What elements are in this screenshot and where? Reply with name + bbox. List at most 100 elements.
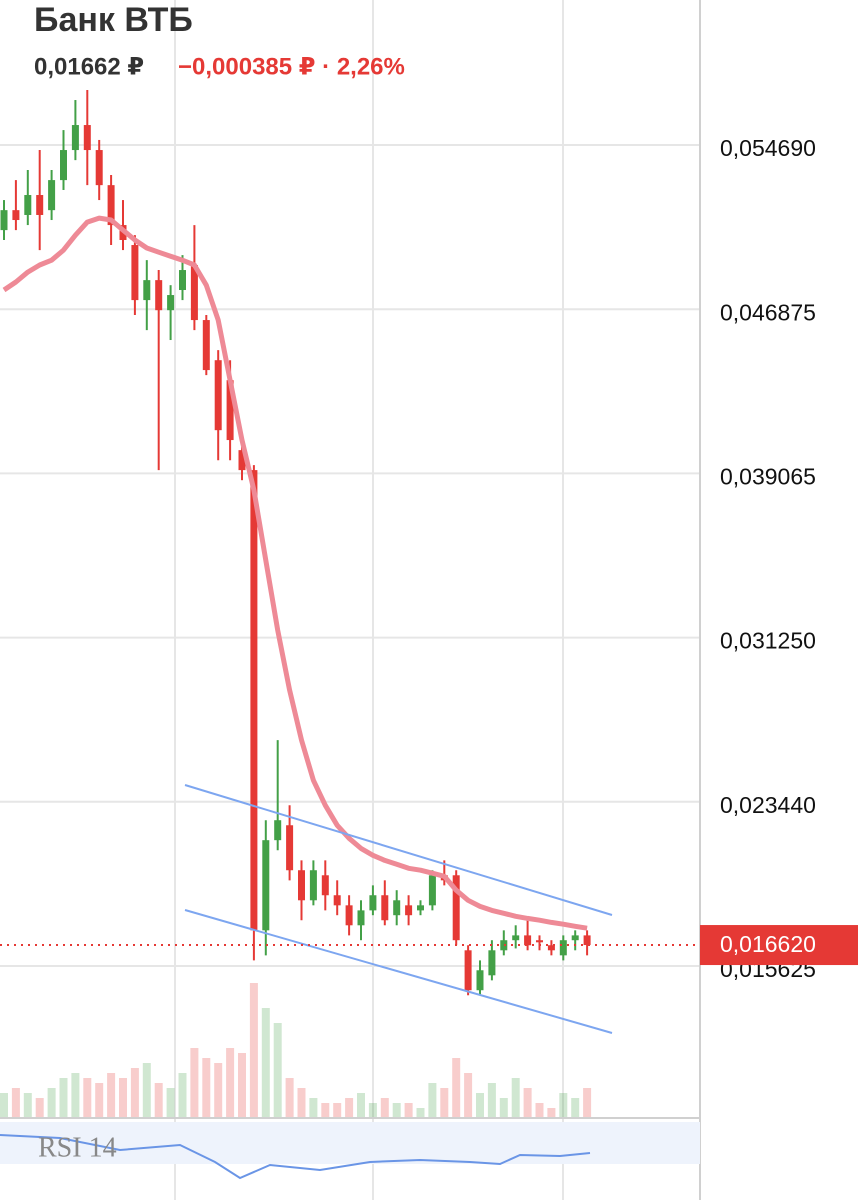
candle-body xyxy=(500,940,508,951)
volume-bar xyxy=(380,1098,389,1118)
candle-body xyxy=(12,210,20,221)
volume-bar xyxy=(130,1068,139,1118)
volume-bar xyxy=(119,1078,127,1118)
candle-body xyxy=(357,910,365,926)
volume-bar xyxy=(238,1053,246,1118)
volume-bar xyxy=(511,1078,520,1118)
candle-body xyxy=(24,195,32,215)
candle-body xyxy=(381,895,389,921)
volume-bar xyxy=(35,1098,44,1118)
moving-average xyxy=(2,215,588,931)
volume-bar xyxy=(416,1108,425,1118)
y-tick-label: 0,039065 xyxy=(720,463,816,489)
candle-body xyxy=(0,210,8,231)
y-tick-label: 0,054690 xyxy=(720,135,816,161)
volume-bar xyxy=(178,1073,187,1118)
volume-bar xyxy=(499,1098,508,1118)
candle-body xyxy=(95,150,103,186)
candle-body xyxy=(583,935,591,946)
volume-bar xyxy=(166,1088,175,1118)
volume-bar xyxy=(214,1063,223,1118)
volume-bar xyxy=(190,1048,199,1118)
volume-bar xyxy=(297,1088,306,1118)
volume-bar xyxy=(571,1098,580,1118)
candle-body xyxy=(155,280,163,311)
volume-bar xyxy=(523,1088,532,1118)
candle-body xyxy=(60,150,67,181)
volume-bar xyxy=(345,1098,354,1118)
candle-body xyxy=(286,825,294,871)
candle-body xyxy=(452,875,460,941)
volume-bar xyxy=(464,1073,473,1118)
candle-body xyxy=(464,950,472,991)
volume-bar xyxy=(428,1083,437,1118)
candle-body xyxy=(143,280,151,301)
candle-body xyxy=(190,264,198,321)
volume-bar xyxy=(202,1058,211,1118)
candle-body xyxy=(524,935,532,946)
candle-body xyxy=(536,940,543,943)
candle-body xyxy=(559,940,567,956)
candle-body xyxy=(547,945,555,951)
candle-body xyxy=(107,185,115,226)
volume-bar xyxy=(487,1083,496,1118)
candle-body xyxy=(274,820,282,841)
volume-bar xyxy=(249,983,258,1118)
y-tick-label: 0,023440 xyxy=(720,792,816,818)
volume-bar xyxy=(226,1048,235,1118)
candles xyxy=(0,89,591,996)
candle-body xyxy=(417,905,424,911)
volume-bar xyxy=(476,1093,484,1118)
volume-bar xyxy=(95,1083,104,1118)
candle-body xyxy=(167,295,175,311)
title: Банк ВТБ xyxy=(34,1,193,39)
rsi-band xyxy=(0,1122,700,1164)
grid xyxy=(0,144,700,967)
candle-body xyxy=(48,180,56,211)
volume-bar xyxy=(368,1103,377,1118)
candle-body xyxy=(393,900,401,916)
candle-body xyxy=(238,450,246,471)
volume-bar xyxy=(154,1083,163,1118)
candle-body xyxy=(333,895,341,906)
candle-body xyxy=(428,875,436,906)
volume-bar xyxy=(0,1093,8,1118)
volume-bar xyxy=(404,1103,413,1118)
volume-bar xyxy=(333,1103,342,1118)
candle-body xyxy=(321,875,329,896)
candle-body xyxy=(571,935,579,941)
volume-bar xyxy=(285,1078,294,1118)
volume-bar xyxy=(23,1093,32,1118)
last-price-label: 0,016620 xyxy=(720,931,816,957)
change: −0,000385 ₽ · 2,26% xyxy=(178,53,405,80)
volume-bar xyxy=(273,1023,282,1118)
volume-bar xyxy=(440,1088,449,1118)
rsi-line xyxy=(0,1134,591,1180)
volume-bar xyxy=(321,1103,330,1118)
volume-bar xyxy=(452,1058,461,1118)
candle-body xyxy=(202,320,210,371)
candle-body xyxy=(226,380,234,441)
volume-bar xyxy=(83,1078,92,1118)
volume xyxy=(0,983,592,1118)
volume-bar xyxy=(357,1093,365,1118)
volume-bar xyxy=(559,1093,568,1118)
volume-bar xyxy=(261,1008,270,1118)
y-tick-label: 0,046875 xyxy=(720,299,816,325)
candle-body xyxy=(345,905,353,926)
candle-body xyxy=(71,125,79,151)
candle-body xyxy=(369,895,377,911)
channel-lower xyxy=(184,909,613,1034)
candle-body xyxy=(488,950,496,976)
candle-body xyxy=(250,470,258,931)
candle-body xyxy=(179,270,186,291)
candle-body xyxy=(298,870,305,901)
candle-body xyxy=(131,245,139,301)
candle-body xyxy=(476,970,484,991)
channel-upper xyxy=(184,784,613,916)
volume-bar xyxy=(47,1088,56,1118)
candle-body xyxy=(214,360,222,431)
volume-bar xyxy=(535,1103,544,1118)
volume-bar xyxy=(547,1108,556,1118)
candle-body xyxy=(262,840,270,931)
